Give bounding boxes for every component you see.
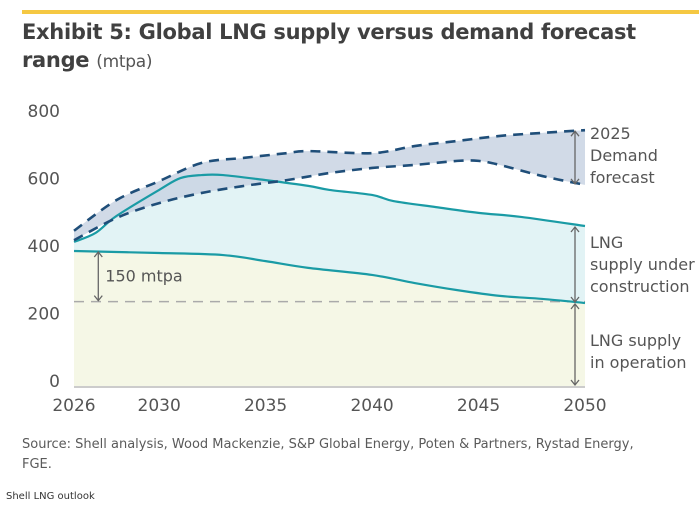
x-tick-label: 2045	[457, 396, 500, 416]
y-tick-label: 400	[28, 237, 60, 257]
arrow-head-up-icon	[93, 250, 103, 258]
title-text: Exhibit 5: Global LNG supply versus dema…	[22, 20, 636, 72]
construction-label: supply under	[590, 255, 695, 274]
accent-bar	[22, 10, 699, 14]
x-tick-label: 2040	[350, 396, 393, 416]
arrow-head-down-icon	[570, 296, 580, 304]
y-tick-label: 600	[28, 170, 60, 190]
demand-label: forecast	[590, 168, 655, 187]
demand-range-arrow	[570, 130, 580, 185]
arrow-head-down-icon	[570, 178, 580, 185]
y-tick-label: 200	[28, 305, 60, 325]
x-tick-label: 2030	[138, 396, 181, 416]
x-tick-label: 2035	[244, 396, 287, 416]
gap-arrow	[93, 250, 103, 302]
operation-label: LNG supply	[590, 331, 681, 350]
construction-area	[74, 174, 585, 303]
operation-area	[74, 251, 585, 386]
arrow-head-up-icon	[570, 302, 580, 310]
supply-operation-line	[73, 249, 586, 305]
construction-label: construction	[590, 277, 690, 296]
chart-title: Exhibit 5: Global LNG supply versus dema…	[22, 18, 682, 76]
demand-high-line	[73, 128, 586, 232]
x-tick-label: 2050	[563, 396, 606, 416]
arrow-head-up-icon	[570, 225, 580, 233]
source-note: Source: Shell analysis, Wood Mackenzie, …	[22, 437, 634, 472]
construction-arrow	[570, 225, 580, 304]
demand-label: 2025	[590, 124, 631, 143]
y-tick-label: 0	[49, 372, 60, 392]
supply-total-line	[73, 173, 586, 243]
image-caption: Shell LNG outlook	[6, 491, 95, 502]
y-tick-label: 800	[28, 102, 60, 122]
operation-arrow	[570, 302, 580, 387]
arrow-head-down-icon	[93, 295, 103, 302]
demand-label: Demand	[590, 146, 658, 165]
x-tick-label: 2026	[52, 396, 95, 416]
gap-label: 150 mtpa	[105, 266, 182, 285]
arrow-head-down-icon	[570, 379, 580, 387]
title-unit: (mtpa)	[96, 52, 153, 72]
arrow-head-up-icon	[570, 130, 580, 137]
operation-label: in operation	[590, 353, 687, 372]
construction-label: LNG	[590, 233, 623, 252]
demand-band-area	[74, 130, 585, 241]
